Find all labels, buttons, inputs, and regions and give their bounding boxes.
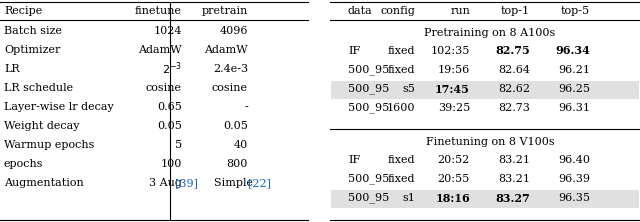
Text: 96.31: 96.31 xyxy=(558,103,590,113)
Text: s5: s5 xyxy=(402,84,415,94)
Text: 2.4e-3: 2.4e-3 xyxy=(213,64,248,74)
Text: 96.34: 96.34 xyxy=(555,46,590,57)
Text: 0.65: 0.65 xyxy=(157,102,182,112)
Text: 96.25: 96.25 xyxy=(558,84,590,94)
Text: top-1: top-1 xyxy=(501,6,530,16)
Text: 96.39: 96.39 xyxy=(558,174,590,184)
Text: 83.27: 83.27 xyxy=(495,192,530,204)
Text: 83.21: 83.21 xyxy=(498,155,530,165)
Text: 39:25: 39:25 xyxy=(438,103,470,113)
Text: 800: 800 xyxy=(227,159,248,169)
Text: AdamW: AdamW xyxy=(138,45,182,55)
Text: 4096: 4096 xyxy=(220,26,248,36)
Text: Recipe: Recipe xyxy=(4,6,42,16)
Text: Optimizer: Optimizer xyxy=(4,45,60,55)
Text: LR: LR xyxy=(4,64,20,74)
Text: LR schedule: LR schedule xyxy=(4,83,73,93)
Text: pretrain: pretrain xyxy=(202,6,248,16)
Text: Weight decay: Weight decay xyxy=(4,121,79,131)
Text: data: data xyxy=(348,6,372,16)
Text: 500_95: 500_95 xyxy=(348,103,389,113)
Text: [22]: [22] xyxy=(248,178,271,188)
Text: Layer-wise lr decay: Layer-wise lr decay xyxy=(4,102,114,112)
Text: 18:16: 18:16 xyxy=(435,192,470,204)
Text: 3 Aug: 3 Aug xyxy=(149,178,186,188)
Text: cosine: cosine xyxy=(212,83,248,93)
Text: 17:45: 17:45 xyxy=(435,83,470,95)
Text: 96.40: 96.40 xyxy=(558,155,590,165)
Text: 0.05: 0.05 xyxy=(223,121,248,131)
Text: 5: 5 xyxy=(175,140,182,150)
Text: fixed: fixed xyxy=(387,174,415,184)
Text: 20:55: 20:55 xyxy=(438,174,470,184)
Text: AdamW: AdamW xyxy=(204,45,248,55)
Bar xyxy=(331,190,639,208)
Text: IF: IF xyxy=(348,46,360,56)
Bar xyxy=(331,81,639,99)
Text: 102:35: 102:35 xyxy=(431,46,470,56)
Text: epochs: epochs xyxy=(4,159,44,169)
Text: 500_95: 500_95 xyxy=(348,193,389,203)
Text: [39]: [39] xyxy=(175,178,198,188)
Text: config: config xyxy=(380,6,415,16)
Text: 96.35: 96.35 xyxy=(558,193,590,203)
Text: Simple: Simple xyxy=(214,178,257,188)
Text: fixed: fixed xyxy=(387,46,415,56)
Text: 500_95: 500_95 xyxy=(348,84,389,94)
Text: Pretraining on 8 A100s: Pretraining on 8 A100s xyxy=(424,28,556,38)
Text: 100: 100 xyxy=(161,159,182,169)
Text: fixed: fixed xyxy=(387,155,415,165)
Text: Warmup epochs: Warmup epochs xyxy=(4,140,94,150)
Text: 1600: 1600 xyxy=(387,103,415,113)
Text: s1: s1 xyxy=(402,193,415,203)
Text: Augmentation: Augmentation xyxy=(4,178,84,188)
Text: 0.05: 0.05 xyxy=(157,121,182,131)
Text: 19:56: 19:56 xyxy=(438,65,470,75)
Text: 83.21: 83.21 xyxy=(498,174,530,184)
Text: 20:52: 20:52 xyxy=(438,155,470,165)
Text: fixed: fixed xyxy=(387,65,415,75)
Text: 82.64: 82.64 xyxy=(498,65,530,75)
Text: top-5: top-5 xyxy=(561,6,590,16)
Text: run: run xyxy=(450,6,470,16)
Text: IF: IF xyxy=(348,155,360,165)
Text: -: - xyxy=(244,102,248,112)
Text: 82.62: 82.62 xyxy=(498,84,530,94)
Text: 82.73: 82.73 xyxy=(498,103,530,113)
Text: 500_95: 500_95 xyxy=(348,174,389,184)
Text: 1024: 1024 xyxy=(154,26,182,36)
Text: finetune: finetune xyxy=(135,6,182,16)
Text: Finetuning on 8 V100s: Finetuning on 8 V100s xyxy=(426,137,554,147)
Text: Batch size: Batch size xyxy=(4,26,62,36)
Text: 82.75: 82.75 xyxy=(495,46,530,57)
Text: cosine: cosine xyxy=(146,83,182,93)
Text: $2^{-3}$: $2^{-3}$ xyxy=(162,61,182,77)
Text: 40: 40 xyxy=(234,140,248,150)
Text: 500_95: 500_95 xyxy=(348,65,389,75)
Text: 96.21: 96.21 xyxy=(558,65,590,75)
